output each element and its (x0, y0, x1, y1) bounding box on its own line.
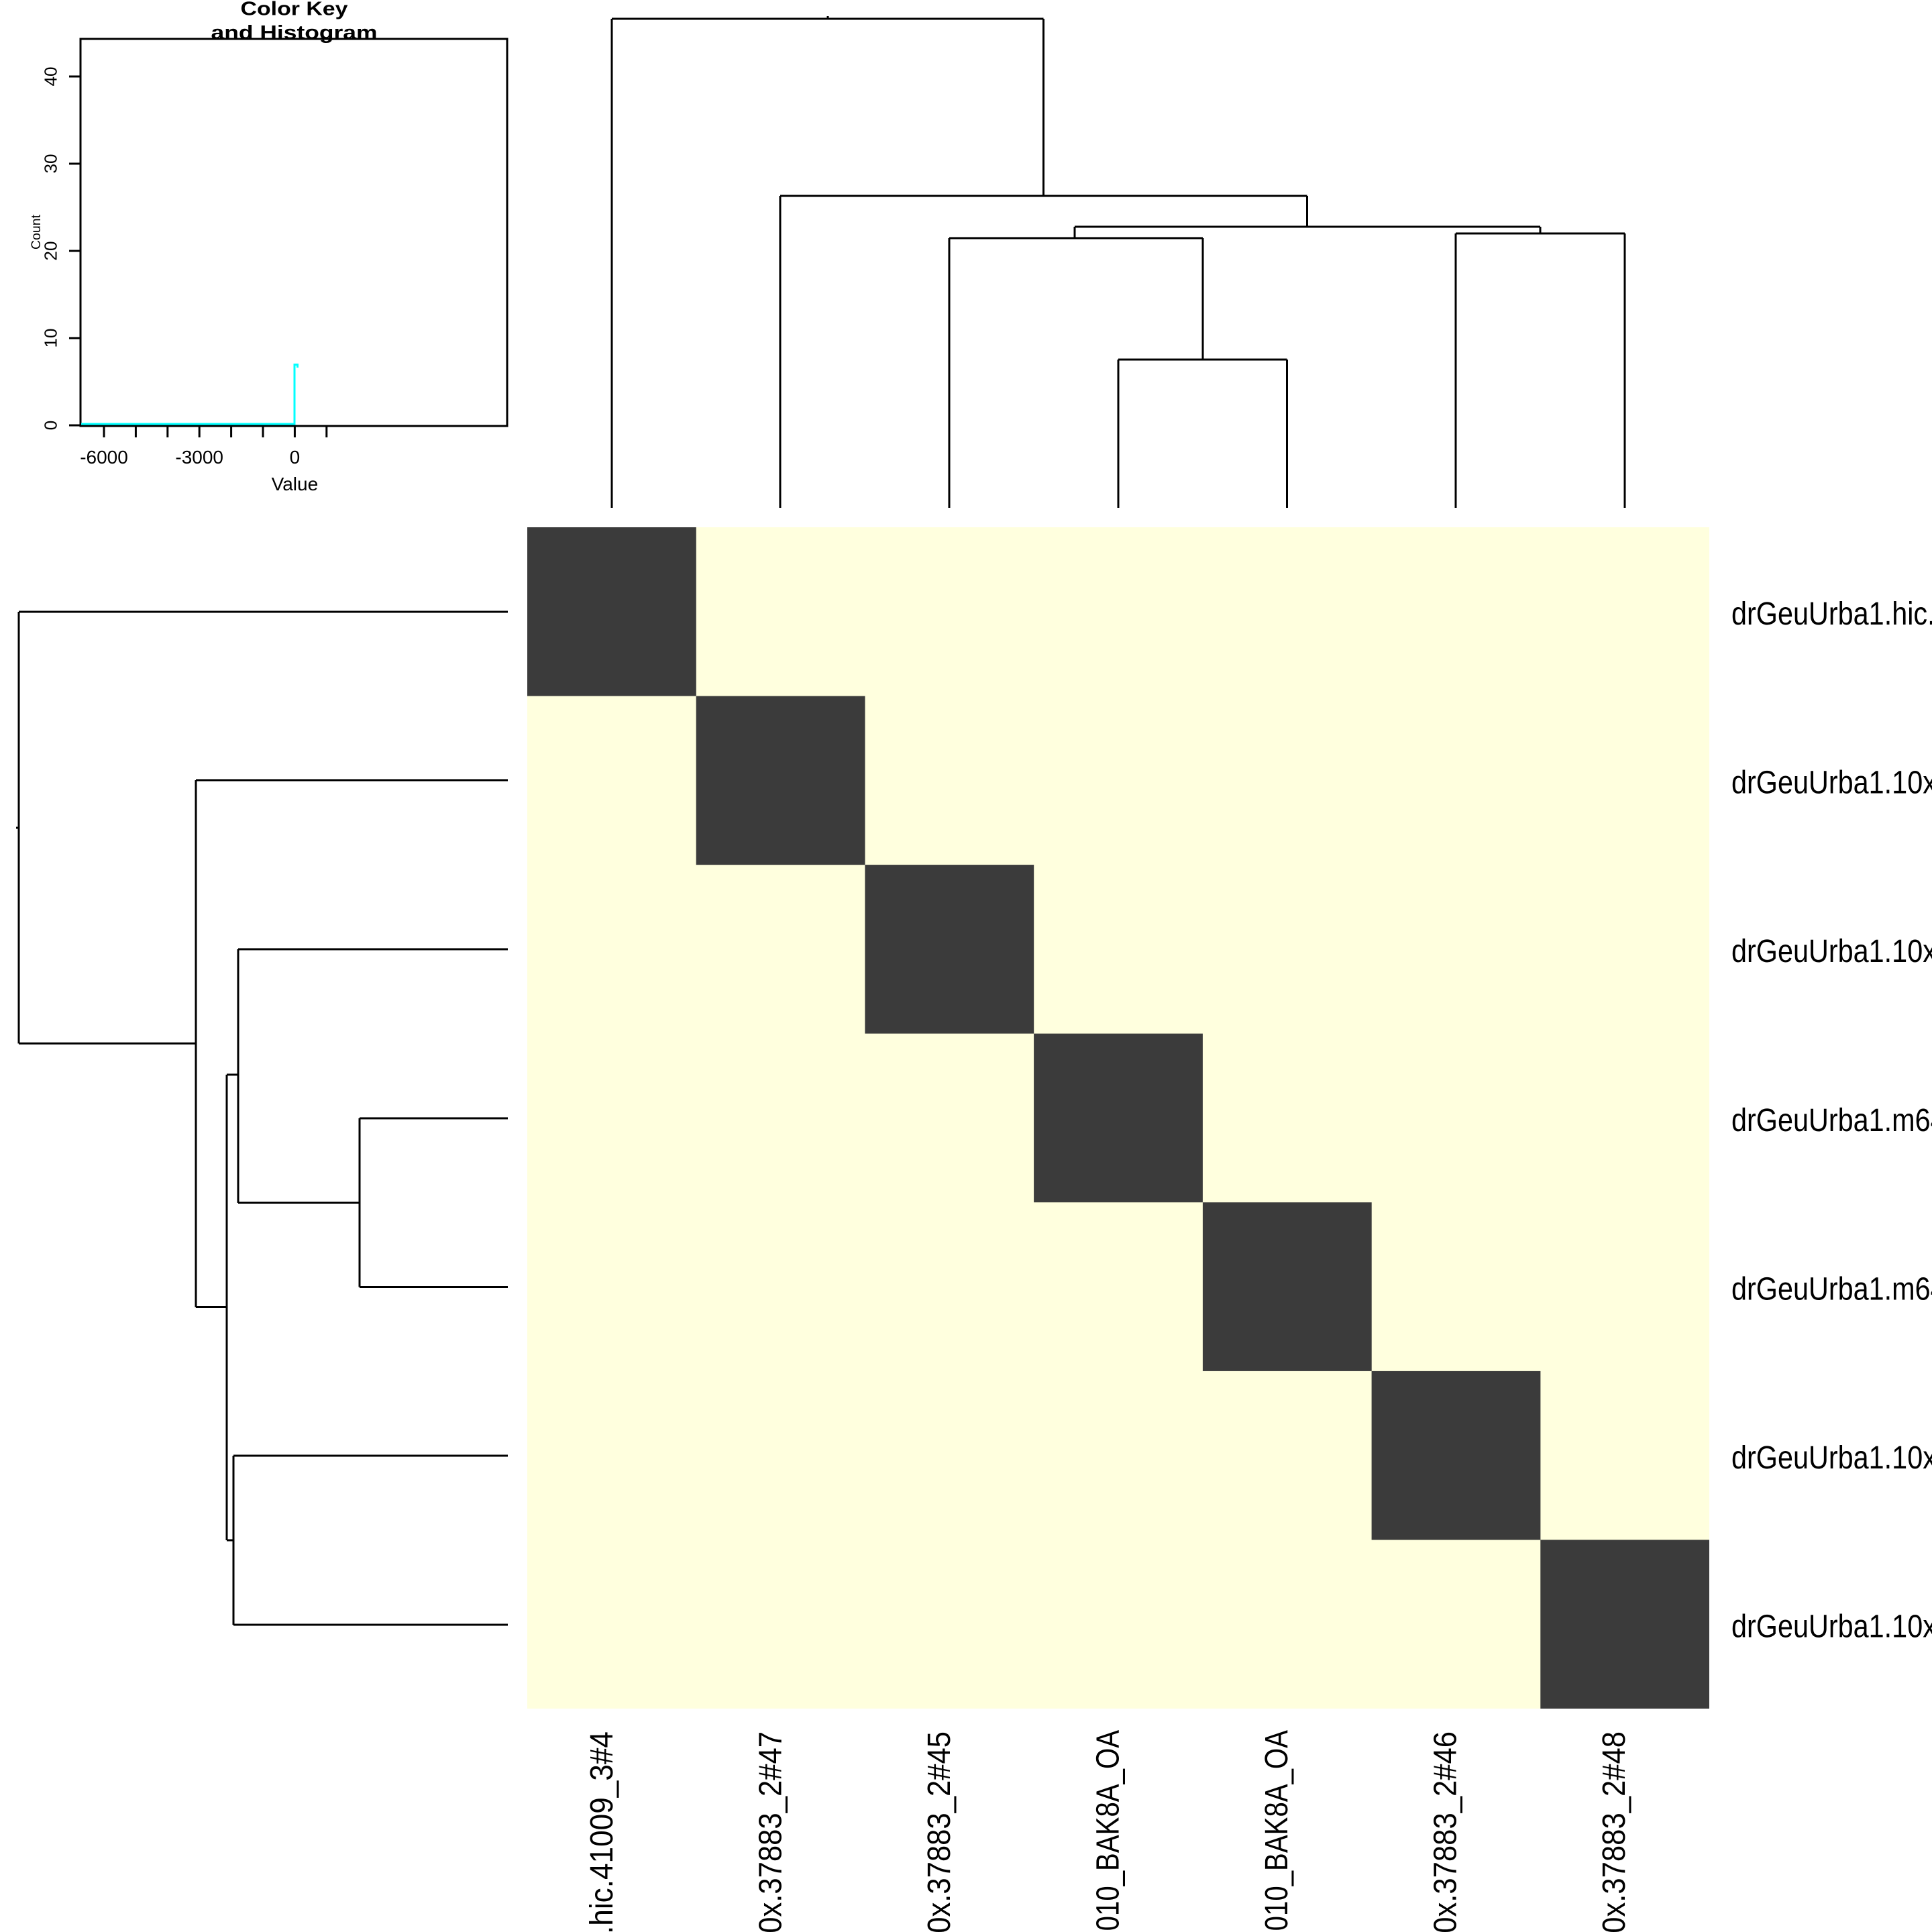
svg-text:drGeuUrba1.m64.010_BAK8A_OA: drGeuUrba1.m64.010_BAK8A_OA (1091, 1730, 1126, 1932)
svg-text:drGeuUrba1.m64.010_BAK8A_OA: drGeuUrba1.m64.010_BAK8A_OA (1731, 1103, 1932, 1138)
svg-text:drGeuUrba1.10x.37883_2#48: drGeuUrba1.10x.37883_2#48 (1597, 1731, 1632, 1932)
svg-text:Value: Value (272, 474, 319, 494)
svg-text:drGeuUrba1.10x.37883_2#47: drGeuUrba1.10x.37883_2#47 (1731, 765, 1932, 801)
svg-text:drGeuUrba1.10x.37883_2#46: drGeuUrba1.10x.37883_2#46 (1428, 1731, 1464, 1932)
svg-text:30: 30 (41, 154, 61, 174)
svg-text:drGeuUrba1.10x.37883_2#48: drGeuUrba1.10x.37883_2#48 (1731, 1609, 1932, 1645)
svg-text:10: 10 (41, 329, 61, 348)
svg-text:and Histogram: and Histogram (211, 22, 378, 44)
svg-text:drGeuUrba1.10x.37883_2#45: drGeuUrba1.10x.37883_2#45 (1731, 934, 1932, 969)
svg-text:0: 0 (290, 447, 301, 468)
svg-text:drGeuUrba1.hic.41009_3#4: drGeuUrba1.hic.41009_3#4 (584, 1731, 620, 1932)
svg-text:drGeuUrba1.m64.010_BAK8A_OA: drGeuUrba1.m64.010_BAK8A_OA (1731, 1272, 1932, 1307)
svg-text:drGeuUrba1.10x.37883_2#46: drGeuUrba1.10x.37883_2#46 (1731, 1440, 1932, 1476)
svg-text:drGeuUrba1.m64.010_BAK8A_OA: drGeuUrba1.m64.010_BAK8A_OA (1259, 1730, 1295, 1932)
svg-text:drGeuUrba1.10x.37883_2#45: drGeuUrba1.10x.37883_2#45 (922, 1731, 957, 1932)
svg-text:40: 40 (41, 67, 61, 87)
svg-text:-6000: -6000 (80, 447, 128, 468)
svg-text:Count: Count (29, 214, 44, 250)
svg-text:20: 20 (41, 241, 61, 261)
svg-text:0: 0 (41, 421, 61, 430)
svg-text:drGeuUrba1.10x.37883_2#47: drGeuUrba1.10x.37883_2#47 (753, 1731, 788, 1932)
svg-text:Color Key: Color Key (241, 0, 348, 20)
svg-text:-3000: -3000 (175, 447, 223, 468)
svg-text:drGeuUrba1.hic.41009_3#4: drGeuUrba1.hic.41009_3#4 (1731, 596, 1932, 632)
